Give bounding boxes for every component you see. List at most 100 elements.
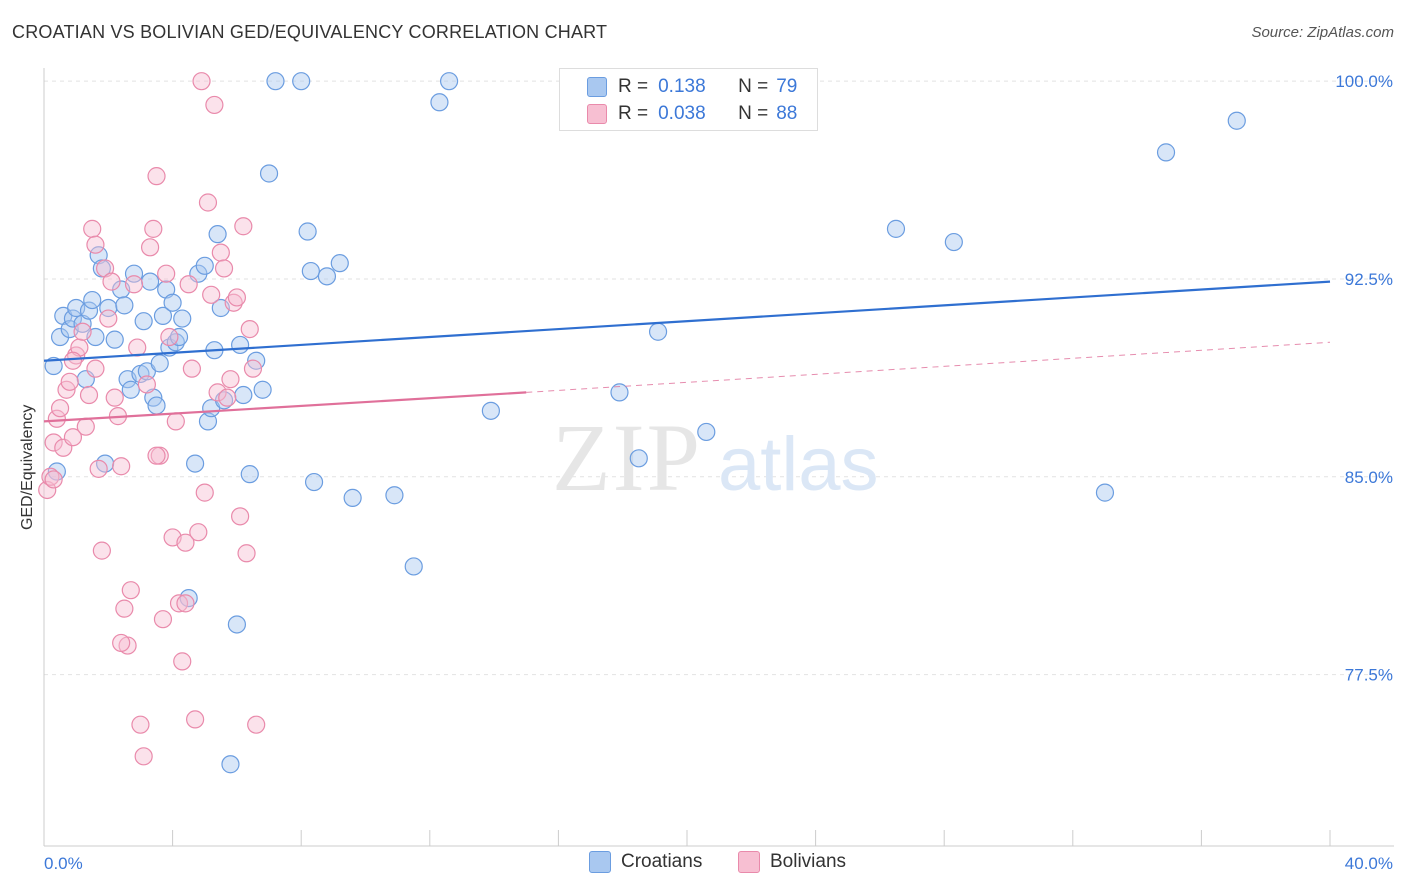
bolivians-point xyxy=(166,412,185,431)
croatians-r-label: R = xyxy=(618,76,649,97)
croatians-point xyxy=(259,164,279,183)
bolivians-point xyxy=(102,272,121,291)
bolivians-point xyxy=(50,399,70,418)
bolivians-point xyxy=(237,544,256,563)
bolivians-point xyxy=(112,633,131,653)
correlation-legend: R = 0.138 N = 79 R = 0.038 N = 88 xyxy=(559,68,818,131)
croatians-point xyxy=(134,312,153,331)
bolivians-point xyxy=(115,599,134,618)
bolivians-point xyxy=(140,238,160,257)
trend-lines xyxy=(43,280,1331,423)
croatians-point xyxy=(208,225,227,244)
croatians-point xyxy=(234,385,253,405)
bolivians-point xyxy=(147,167,166,186)
bolivians-point xyxy=(247,715,266,734)
croatians-point xyxy=(385,486,404,505)
croatians-point xyxy=(169,327,189,347)
chart-title: CROATIAN VS BOLIVIAN GED/EQUIVALENCY COR… xyxy=(12,22,608,42)
croatians-point xyxy=(179,588,198,608)
bolivians-point xyxy=(105,388,124,407)
croatians-legend-swatch xyxy=(589,851,611,873)
bolivians-trend-extension xyxy=(526,341,1331,393)
croatians-point xyxy=(79,301,99,320)
bolivians-r-value: 0.038 xyxy=(658,103,706,124)
croatians-point xyxy=(330,254,349,273)
axes xyxy=(43,68,1394,847)
x-tick-label-max: 40.0% xyxy=(1345,854,1393,873)
bolivians-point xyxy=(60,372,79,391)
bolivians-point xyxy=(134,747,153,766)
bolivians-point xyxy=(147,446,166,465)
bolivians-point xyxy=(186,710,205,729)
bolivians-r-label: R = xyxy=(618,103,649,124)
bolivians-legend-swatch xyxy=(738,851,760,873)
croatians-point xyxy=(163,293,182,312)
bolivians-point xyxy=(44,470,63,489)
bolivians-point xyxy=(195,483,214,502)
croatians-point xyxy=(1227,111,1246,130)
bolivians-point xyxy=(221,370,240,389)
bolivians-point xyxy=(205,95,224,115)
croatians-n-label: N = xyxy=(738,76,769,97)
croatians-point xyxy=(147,396,166,415)
bolivians-point xyxy=(76,417,95,436)
croatians-point xyxy=(439,72,459,91)
legend-item-croatians: Croatians xyxy=(589,851,702,873)
bolivians-point xyxy=(243,359,263,378)
bolivians-point xyxy=(112,457,131,476)
croatians-point xyxy=(304,472,324,492)
croatians-point xyxy=(697,422,716,442)
bolivians-point xyxy=(63,428,83,447)
croatians-point xyxy=(292,72,311,91)
bolivians-point xyxy=(192,72,211,91)
bolivians-point xyxy=(41,467,60,486)
bolivians-point xyxy=(240,319,259,339)
watermark-zip: ZIP xyxy=(552,404,702,511)
croatians-n-value: 79 xyxy=(776,76,798,97)
croatians-point xyxy=(140,272,160,291)
croatians-point xyxy=(63,309,83,328)
bolivians-point xyxy=(63,351,83,370)
croatians-point xyxy=(629,449,648,468)
croatians-point xyxy=(221,755,240,774)
bolivians-point xyxy=(128,338,147,357)
croatians-point xyxy=(231,335,250,355)
y-tick-label: 92.5% xyxy=(1345,270,1393,289)
bolivians-point xyxy=(131,715,150,734)
croatians-point xyxy=(150,354,169,373)
bolivians-point xyxy=(176,594,195,613)
bolivians-point xyxy=(44,433,63,452)
x-tick-label-min: 0.0% xyxy=(44,854,83,873)
bolivians-trend-line xyxy=(43,391,527,423)
legend-item-bolivians: Bolivians xyxy=(738,851,846,873)
croatians-point xyxy=(317,267,337,286)
croatians-point xyxy=(173,309,192,328)
bolivians-point xyxy=(182,359,201,378)
bolivians-point xyxy=(173,652,192,671)
bolivians-point xyxy=(176,533,195,552)
y-tick-label: 77.5% xyxy=(1345,666,1393,685)
bolivians-point xyxy=(86,359,105,378)
croatians-r-value: 0.138 xyxy=(658,76,706,97)
y-tick-label: 100.0% xyxy=(1335,72,1393,91)
bolivians-point xyxy=(234,217,253,236)
croatians-legend-label: Croatians xyxy=(621,851,703,872)
croatians-point xyxy=(195,256,214,275)
croatians-point xyxy=(944,232,963,252)
bolivians-point xyxy=(169,594,189,613)
croatians-point xyxy=(886,219,906,238)
bolivians-point xyxy=(211,243,230,262)
y-axis-label: GED/Equivalency xyxy=(19,404,36,530)
croatians-point xyxy=(298,222,317,241)
croatians-point xyxy=(44,356,63,376)
bolivians-point xyxy=(218,388,237,407)
bolivians-point xyxy=(73,322,92,341)
croatians-point xyxy=(343,488,362,507)
bolivians-point xyxy=(124,275,144,294)
croatians-trend-line xyxy=(43,280,1331,362)
croatians-point xyxy=(186,454,205,473)
bolivians-point xyxy=(153,610,173,629)
bolivians-point xyxy=(144,219,163,238)
bolivians-point xyxy=(89,459,108,478)
